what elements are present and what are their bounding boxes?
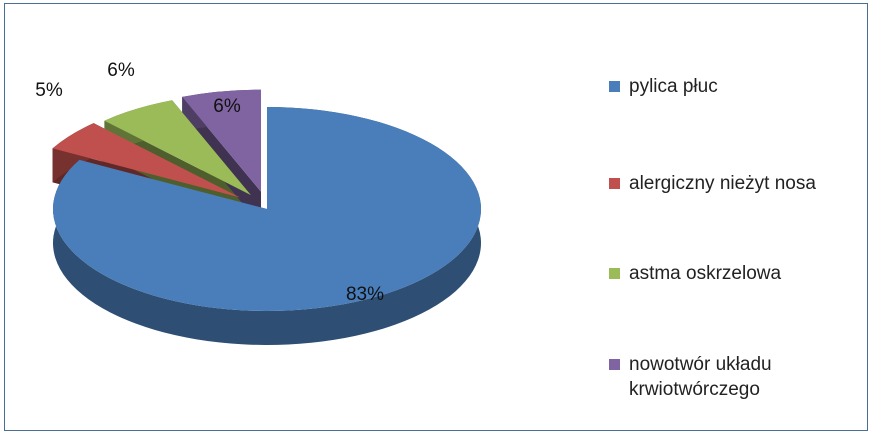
pie-slice bbox=[52, 123, 241, 198]
data-label: 5% bbox=[35, 80, 63, 101]
legend-swatch bbox=[609, 178, 620, 189]
pie-slice bbox=[104, 100, 251, 196]
legend-item-alergiczny: alergiczny nieżyt nosa bbox=[609, 171, 869, 196]
legend-label: nowotwór układu krwiotwórczego bbox=[629, 354, 772, 400]
data-label: 83% bbox=[346, 284, 384, 305]
data-labels: 83% 5% 6% 6% bbox=[35, 60, 384, 305]
legend-item-nowotwor: nowotwór układu krwiotwórczego bbox=[609, 352, 839, 402]
data-label: 6% bbox=[213, 96, 241, 117]
legend-item-astma: astma oskrzelowa bbox=[609, 261, 869, 286]
legend-label: astma oskrzelowa bbox=[629, 263, 782, 284]
legend-label: pylica płuc bbox=[629, 76, 718, 97]
legend-swatch bbox=[609, 268, 620, 279]
data-label: 6% bbox=[107, 60, 135, 81]
legend-item-pylica: pylica płuc bbox=[609, 74, 869, 99]
pie-tops bbox=[52, 89, 481, 312]
legend-label: alergiczny nieżyt nosa bbox=[629, 173, 816, 194]
pie-slice bbox=[182, 89, 262, 192]
legend-swatch bbox=[609, 359, 620, 370]
chart-frame: 83% 5% 6% 6% pylica płuc alergiczny nieżyt … bbox=[4, 3, 868, 431]
legend-swatch bbox=[609, 81, 620, 92]
pie-chart: 83% 5% 6% 6% bbox=[35, 60, 482, 346]
pie-slice bbox=[52, 107, 481, 312]
